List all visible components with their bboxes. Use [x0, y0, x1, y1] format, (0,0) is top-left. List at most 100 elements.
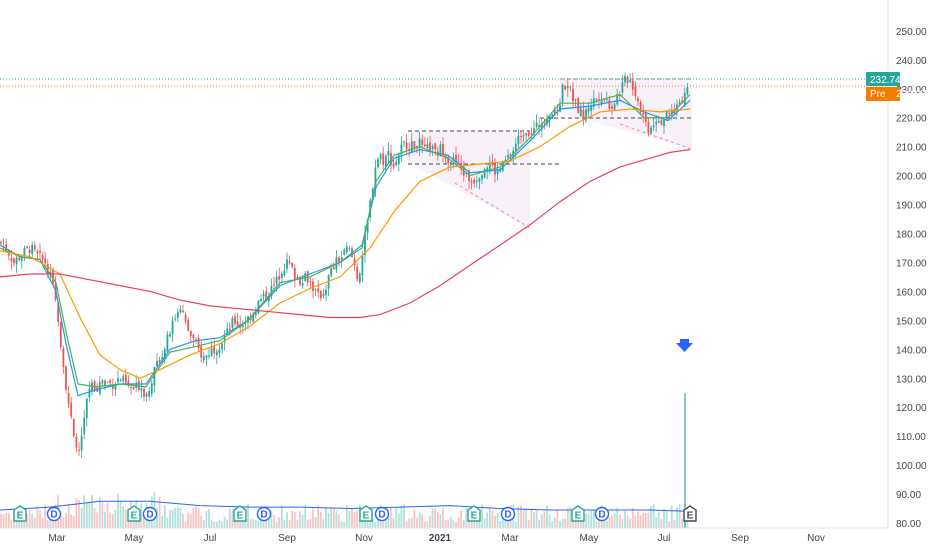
candle-body: [187, 320, 190, 331]
candle-body: [67, 392, 70, 404]
candle-body: [174, 318, 177, 320]
candle-body: [330, 268, 333, 276]
candle-body: [535, 122, 538, 128]
volume-bar: [213, 521, 216, 528]
y-tick-label: 240.00: [896, 56, 927, 67]
volume-bar: [83, 495, 86, 528]
candle-body: [301, 283, 304, 286]
candle-body: [322, 293, 325, 297]
volume-bar: [156, 507, 158, 528]
candle-body: [254, 311, 257, 316]
candle-body: [257, 300, 260, 313]
dividend-marker-icon[interactable]: [46, 506, 62, 522]
volume-bar: [327, 512, 330, 528]
dividend-marker-icon[interactable]: [594, 506, 610, 522]
volume-bar: [577, 517, 580, 528]
candle-body: [353, 258, 356, 266]
earnings-marker-icon[interactable]: [467, 505, 481, 522]
candle-body: [127, 380, 130, 385]
y-tick-label: 230.00: [896, 85, 927, 96]
candle-body: [442, 143, 444, 155]
candle-body: [215, 351, 218, 356]
candle-body: [564, 86, 567, 89]
volume-bar: [465, 507, 468, 528]
candle-body: [585, 109, 587, 121]
candle-body: [332, 267, 335, 270]
volume-bar: [306, 519, 309, 528]
candle-body: [642, 113, 645, 115]
volume-bar: [98, 497, 101, 528]
earnings-marker-label: E: [17, 511, 24, 522]
dividend-marker-icon[interactable]: [142, 506, 158, 522]
volume-bar: [20, 517, 23, 528]
volume-bar: [678, 504, 681, 528]
y-axis[interactable]: 250.00 240.00 230.00 220.00 210.00 200.00 190.…: [887, 0, 927, 530]
volume-bar: [566, 508, 569, 528]
volume-bar: [330, 506, 333, 528]
volume-bar: [161, 515, 164, 528]
dividend-marker-icon[interactable]: [256, 506, 272, 522]
y-tick-label: 170.00: [896, 258, 927, 269]
price-level-lines: [0, 78, 888, 87]
volume-bar: [111, 513, 114, 528]
candle-body: [325, 289, 327, 296]
dividend-marker-icon[interactable]: [500, 506, 516, 522]
volume-bar: [637, 511, 639, 528]
candle-body: [553, 108, 556, 115]
candle-body: [595, 98, 598, 100]
volume-bar: [7, 513, 10, 528]
volume-bar: [655, 517, 658, 528]
candle-body: [410, 141, 413, 153]
y-tick-label: 80.00: [896, 519, 921, 530]
candle-body: [221, 343, 223, 350]
candle-body: [358, 273, 361, 283]
volume-bar: [31, 514, 34, 528]
volume-bar: [572, 520, 574, 528]
candle-body: [23, 247, 26, 256]
volume-average-line: [0, 500, 691, 512]
volume-bar: [530, 508, 533, 528]
volume-bar: [351, 508, 353, 528]
volume-bar: [405, 520, 408, 528]
earnings-marker-icon[interactable]: [233, 505, 247, 522]
volume-bar: [65, 513, 67, 528]
earnings-marker-icon[interactable]: [127, 505, 141, 522]
candle-body: [231, 318, 234, 329]
volume-bar: [218, 519, 221, 528]
candle-body: [140, 388, 143, 391]
volume-bar: [67, 503, 70, 528]
volume-bar: [291, 510, 294, 528]
earnings-marker-icon[interactable]: [571, 505, 585, 522]
moving-average-line: [0, 108, 691, 379]
earnings-marker-icon[interactable]: [359, 505, 373, 522]
candle-body: [582, 110, 585, 120]
candle-body: [10, 258, 13, 262]
candle-body: [392, 163, 395, 168]
candle-body: [665, 110, 668, 120]
candle-body: [423, 144, 426, 147]
candle-body: [387, 150, 390, 157]
earnings-marker-icon[interactable]: [683, 505, 697, 522]
volume-bar: [169, 510, 171, 528]
candle-body: [291, 262, 294, 267]
dividend-marker-icon[interactable]: [374, 506, 390, 522]
base-zone-2: [560, 79, 692, 149]
volume-bar: [543, 511, 546, 528]
volume-bar: [93, 508, 96, 528]
candle-body: [405, 142, 408, 150]
candle-body: [41, 255, 44, 260]
volume-bar: [538, 520, 541, 528]
volume-bar: [421, 514, 424, 528]
volume-bar: [457, 517, 460, 528]
volume-bar: [434, 508, 437, 528]
volume-bar: [650, 506, 652, 528]
earnings-marker-icon[interactable]: [13, 505, 27, 522]
x-axis[interactable]: Mar May Jul Sep Nov 2021 Mar May Jul Sep Nov: [0, 527, 888, 544]
candle-body: [15, 257, 18, 265]
volume-bar: [676, 507, 678, 528]
candle-body: [657, 121, 660, 123]
candle-body: [148, 391, 151, 397]
volume-bar: [2, 514, 5, 528]
y-tick-label: 110.00: [896, 432, 926, 443]
